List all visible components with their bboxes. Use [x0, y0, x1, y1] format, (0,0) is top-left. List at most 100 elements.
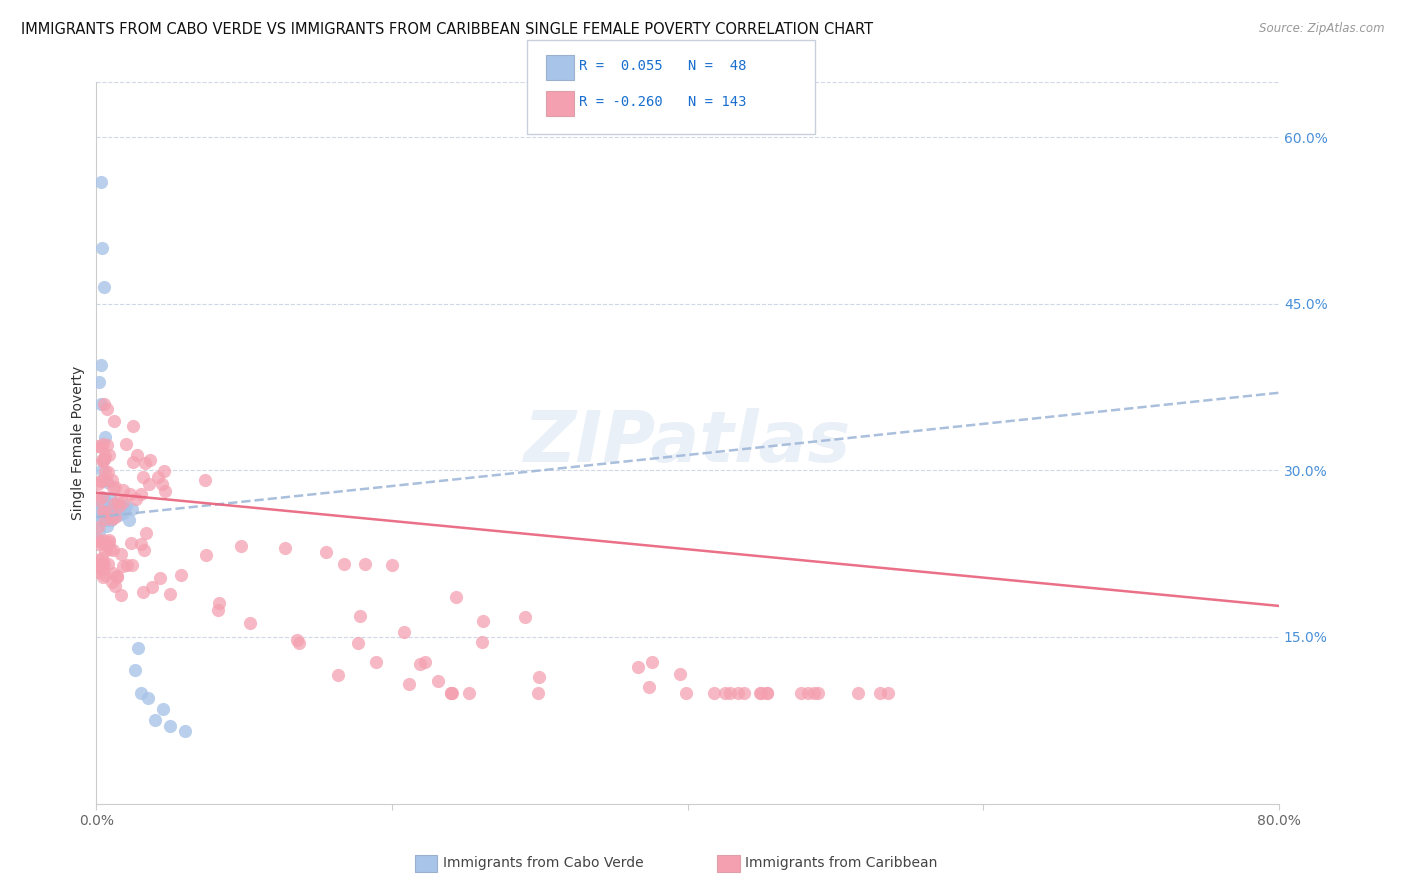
Point — [90, 397, 112, 411]
Point — [159, 719, 181, 733]
Point — [104, 497, 127, 511]
Point — [195, 548, 218, 562]
Point — [174, 724, 197, 739]
Point — [93, 513, 115, 527]
Point — [110, 499, 132, 513]
Point — [392, 624, 415, 639]
Point — [239, 616, 262, 631]
Point — [93, 280, 115, 294]
Point — [408, 657, 430, 672]
Point — [94, 538, 117, 552]
Point — [87, 519, 110, 533]
Point — [94, 449, 117, 463]
Point — [145, 713, 167, 727]
Point — [807, 685, 830, 699]
Point — [381, 558, 404, 573]
Point — [96, 437, 118, 451]
Point — [90, 490, 112, 504]
Point — [90, 557, 112, 571]
Point — [440, 685, 463, 699]
Point — [170, 567, 193, 582]
Point — [98, 533, 121, 548]
Point — [107, 508, 129, 522]
Point — [93, 451, 115, 466]
Point — [87, 565, 110, 579]
Point — [101, 566, 124, 580]
Point — [703, 685, 725, 699]
Point — [101, 473, 124, 487]
Point — [98, 508, 121, 522]
Point — [148, 469, 170, 483]
Point — [115, 558, 138, 573]
Point — [91, 504, 114, 518]
Point — [87, 513, 110, 527]
Point — [529, 670, 551, 684]
Point — [96, 508, 118, 522]
Point — [96, 475, 118, 489]
Point — [91, 463, 114, 477]
Point — [153, 483, 176, 498]
Point — [159, 587, 181, 601]
Point — [718, 685, 741, 699]
Point — [98, 535, 121, 549]
Point — [100, 511, 122, 525]
Point — [287, 636, 309, 650]
Point — [755, 685, 778, 699]
Point — [98, 541, 121, 556]
Point — [115, 437, 138, 451]
Point — [111, 483, 134, 497]
Point — [87, 533, 110, 547]
Point — [90, 534, 112, 549]
Point — [90, 474, 112, 488]
Point — [440, 685, 463, 699]
Point — [444, 590, 467, 604]
Point — [108, 499, 131, 513]
Point — [91, 550, 114, 565]
Point — [108, 502, 131, 516]
Point — [457, 685, 479, 699]
Point — [101, 543, 124, 558]
Point — [97, 466, 120, 480]
Point — [97, 449, 120, 463]
Point — [96, 537, 118, 551]
Point — [349, 609, 371, 624]
Point — [733, 685, 755, 699]
Point — [471, 635, 494, 649]
Point — [125, 492, 148, 507]
Point — [194, 473, 217, 487]
Point — [112, 495, 135, 509]
Point — [366, 656, 388, 670]
Point — [846, 685, 869, 699]
Point — [138, 476, 160, 491]
Point — [152, 702, 174, 716]
Point — [127, 641, 149, 656]
Point — [89, 375, 111, 389]
Point — [150, 476, 173, 491]
Point — [93, 465, 115, 479]
Point — [141, 581, 163, 595]
Point — [105, 569, 128, 583]
Point — [285, 632, 308, 647]
Point — [315, 544, 337, 558]
Point — [527, 685, 550, 699]
Point — [756, 685, 779, 699]
Point — [91, 437, 114, 451]
Point — [749, 685, 772, 699]
Point — [104, 509, 127, 524]
Point — [675, 685, 697, 699]
Text: R =  0.055   N =  48: R = 0.055 N = 48 — [579, 59, 747, 73]
Point — [98, 491, 121, 506]
Point — [94, 513, 117, 527]
Point — [797, 685, 820, 699]
Text: Immigrants from Caribbean: Immigrants from Caribbean — [745, 856, 938, 871]
Point — [347, 636, 370, 650]
Point — [97, 513, 120, 527]
Point — [129, 537, 152, 551]
Point — [110, 588, 132, 602]
Point — [94, 497, 117, 511]
Text: IMMIGRANTS FROM CABO VERDE VS IMMIGRANTS FROM CARIBBEAN SINGLE FEMALE POVERTY CO: IMMIGRANTS FROM CABO VERDE VS IMMIGRANTS… — [21, 22, 873, 37]
Point — [513, 610, 536, 624]
Point — [94, 473, 117, 487]
Point — [229, 539, 252, 553]
Point — [111, 558, 134, 573]
